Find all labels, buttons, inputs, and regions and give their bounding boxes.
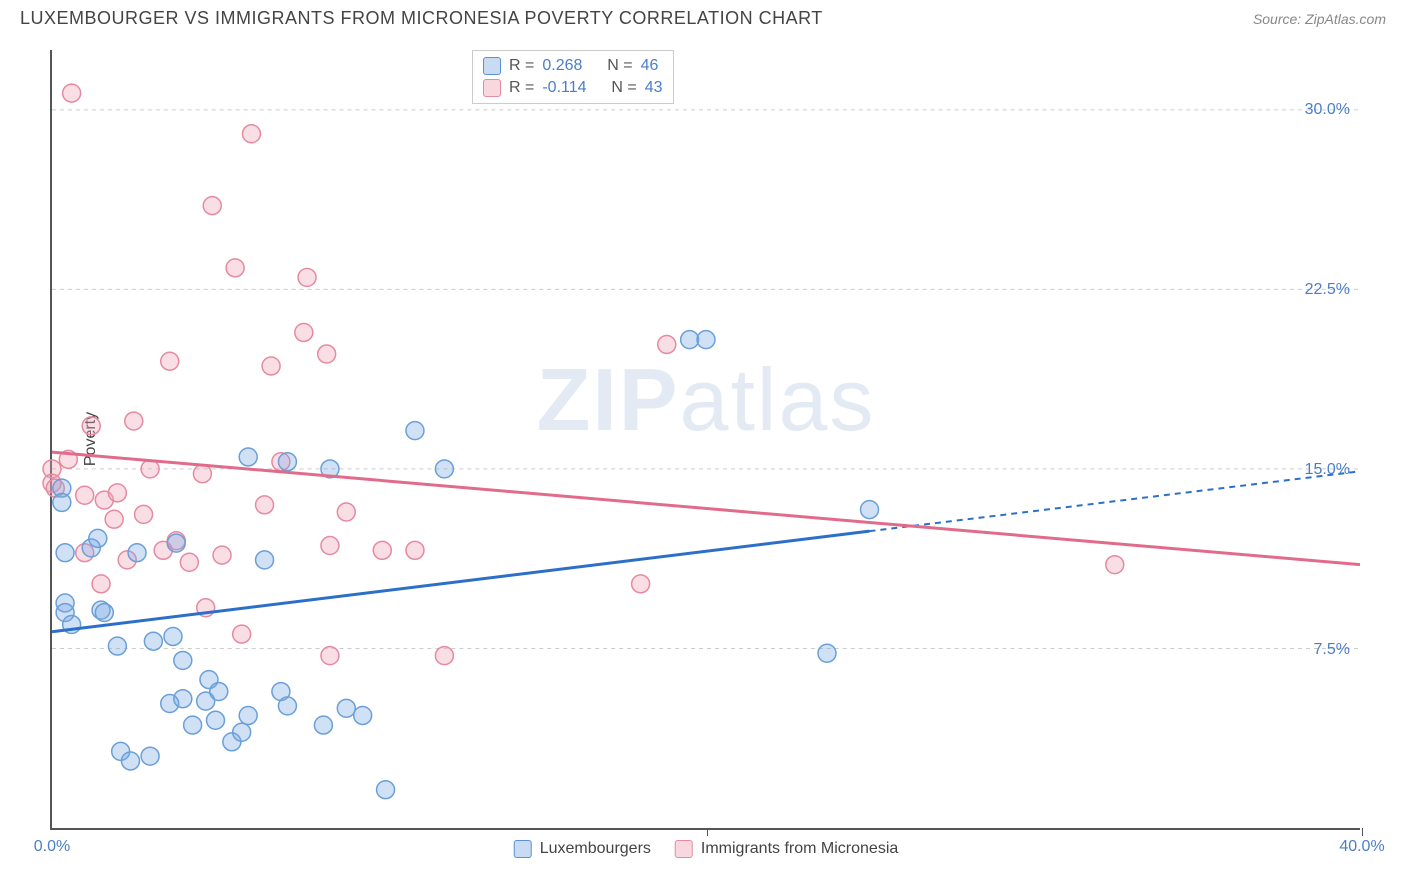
legend-label: Immigrants from Micronesia <box>701 840 898 858</box>
r-label: R = <box>509 79 534 97</box>
source-label: Source: <box>1253 11 1301 27</box>
plot-area: Poverty ZIPatlas R = 0.268 N = 46 R = -0… <box>50 50 1360 830</box>
legend-stats-row: R = -0.114 N = 43 <box>483 77 663 99</box>
legend-stats: R = 0.268 N = 46 R = -0.114 N = 43 <box>472 50 674 104</box>
n-value: 43 <box>645 79 663 97</box>
n-label: N = <box>611 79 636 97</box>
r-label: R = <box>509 57 534 75</box>
legend-label: Luxembourgers <box>540 840 651 858</box>
swatch-pink-icon <box>675 840 693 858</box>
n-value: 46 <box>641 57 659 75</box>
y-tick-label: 15.0% <box>1305 461 1350 479</box>
chart-title: LUXEMBOURGER VS IMMIGRANTS FROM MICRONES… <box>20 8 823 29</box>
y-tick-label: 30.0% <box>1305 101 1350 119</box>
x-tick-label: 40.0% <box>1339 838 1384 856</box>
r-value: -0.114 <box>542 79 586 97</box>
legend-item: Luxembourgers <box>514 840 651 858</box>
legend-series: Luxembourgers Immigrants from Micronesia <box>514 840 899 858</box>
x-tick-mark <box>707 828 708 836</box>
n-label: N = <box>607 57 632 75</box>
chart-svg <box>52 50 1360 828</box>
r-value: 0.268 <box>542 57 582 75</box>
swatch-blue-icon <box>483 57 501 75</box>
source-attribution: Source: ZipAtlas.com <box>1253 11 1386 27</box>
legend-item: Immigrants from Micronesia <box>675 840 898 858</box>
x-tick-label: 0.0% <box>34 838 70 856</box>
legend-stats-row: R = 0.268 N = 46 <box>483 55 663 77</box>
x-tick-mark <box>1362 828 1363 836</box>
swatch-blue-icon <box>514 840 532 858</box>
swatch-pink-icon <box>483 79 501 97</box>
y-tick-label: 22.5% <box>1305 281 1350 299</box>
y-tick-label: 7.5% <box>1314 641 1350 659</box>
source-name: ZipAtlas.com <box>1305 11 1386 27</box>
